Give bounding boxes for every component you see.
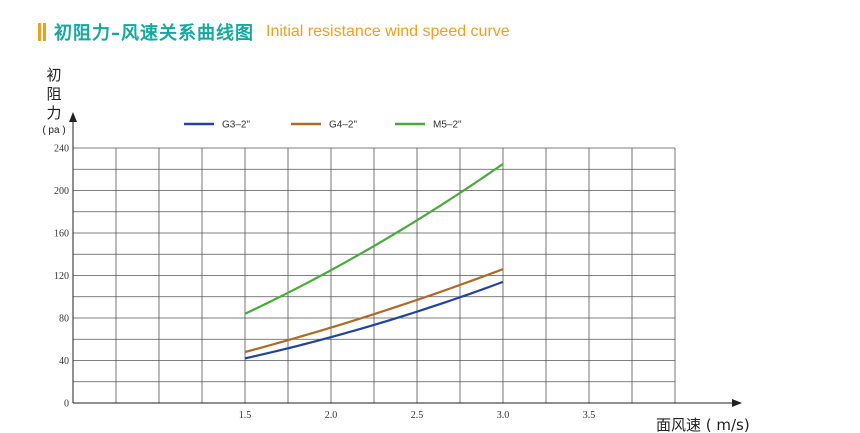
y-axis-label-char: 阻 [46,85,61,103]
legend-label: G3–2" [222,120,250,131]
x-tick-label: 3.0 [497,410,510,421]
series-line [244,280,504,360]
series-line [244,163,504,315]
y-tick-label: 80 [59,314,69,325]
title-accent-bars [38,23,46,41]
x-tick-label: 2.0 [325,410,338,421]
axes [69,112,742,407]
y-tick-label: 160 [54,229,69,240]
y-tick-label: 40 [59,356,69,367]
series-lines [244,163,504,360]
series-line [244,268,504,354]
legend: G3–2" G4–2" M5–2" [184,120,462,131]
page-header: 初阻力–风速关系曲线图 Initial resistance wind spee… [38,20,510,44]
legend-label: G4–2" [329,120,357,131]
legend-label: M5–2" [433,120,462,131]
y-axis-arrow [69,112,77,122]
y-axis-unit: ( pa ) [42,125,65,136]
y-tick-label: 200 [54,186,69,197]
y-tick-label: 240 [54,144,69,155]
y-axis-label-char: 初 [46,66,61,84]
x-axis-label: 面风速 ( m/s) [656,416,750,433]
chart-title-en: Initial resistance wind speed curve [266,23,510,40]
grid [73,147,676,403]
chart-title-cn: 初阻力–风速关系曲线图 [54,23,254,44]
x-tick-label: 2.5 [411,410,424,421]
y-tick-label: 0 [64,399,69,410]
tick-labels: 0 40 80 120 160 200 240 1.5 2.0 2.5 3.0 3.5 [54,144,595,422]
x-tick-label: 1.5 [239,410,252,421]
axis-labels: 初阻力 ( pa ) 面风速 ( m/s) [42,66,749,433]
x-tick-label: 3.5 [583,410,596,421]
x-axis-arrow [732,399,742,407]
y-tick-label: 120 [54,271,69,282]
y-axis-label-char: 力 [46,104,61,122]
